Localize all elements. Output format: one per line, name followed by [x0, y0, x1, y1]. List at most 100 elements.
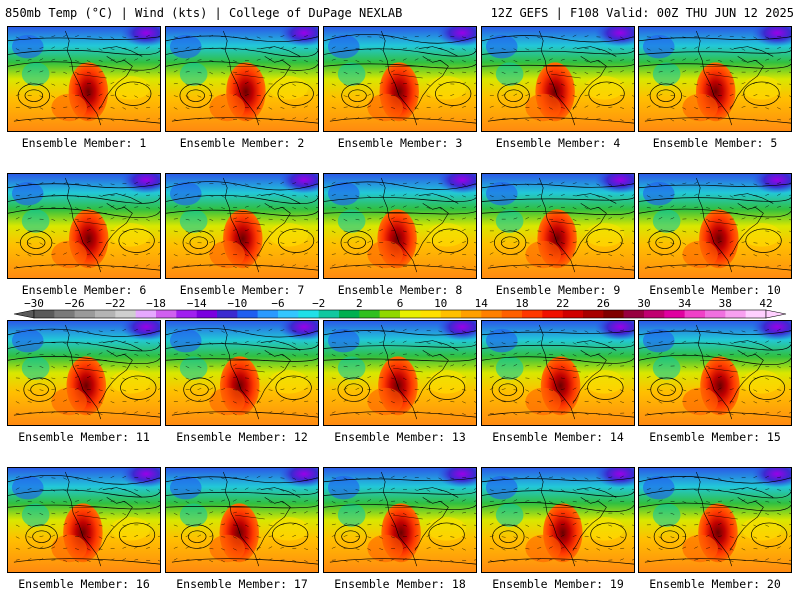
colorbar-svg: −30 −26 −22 −18 −14 −10 −6 −2 2 6 10 14 18 22 26 30 34 38… — [13, 298, 787, 319]
temperature-map — [482, 27, 634, 131]
ensemble-member-caption: Ensemble Member: 1 — [21, 136, 147, 150]
colorbar-swatch — [156, 310, 177, 318]
colorbar-swatch — [237, 310, 258, 318]
product-title: 850mb Temp (°C) | Wind (kts) | College o… — [5, 6, 403, 20]
temperature-map — [482, 321, 634, 425]
ensemble-member-caption: Ensemble Member: 13 — [334, 430, 466, 444]
temperature-map — [324, 468, 476, 572]
temperature-map — [166, 468, 318, 572]
colorbar-swatch — [501, 310, 523, 318]
temperature-map — [324, 27, 476, 131]
colorbar-tick-label: −30 — [24, 298, 44, 310]
temperature-map — [639, 468, 791, 572]
ensemble-member-caption: Ensemble Member: 14 — [492, 430, 624, 444]
temperature-map — [166, 174, 318, 278]
colorbar-tick-label: −2 — [312, 298, 325, 310]
colorbar-swatch — [420, 310, 441, 318]
ensemble-member-caption: Ensemble Member: 10 — [649, 283, 781, 297]
ensemble-panel — [165, 26, 319, 132]
colorbar-swatch — [684, 310, 706, 318]
colorbar-swatch — [298, 310, 319, 318]
ensemble-member-caption: Ensemble Member: 7 — [179, 283, 305, 297]
ensemble-panel — [323, 320, 477, 426]
colorbar-tick-label: 2 — [356, 298, 363, 310]
ensemble-panel — [638, 26, 792, 132]
colorbar-swatch — [644, 310, 665, 318]
colorbar-tick-label: 14 — [475, 298, 489, 310]
ensemble-panel — [638, 173, 792, 279]
ensemble-panel — [481, 173, 635, 279]
ensemble-panel — [7, 173, 161, 279]
ensemble-member-caption: Ensemble Member: 11 — [18, 430, 150, 444]
colorbar-swatch — [623, 310, 645, 318]
colorbar-tick-label: 6 — [397, 298, 404, 310]
colorbar-swatch — [95, 310, 116, 318]
colorbar-swatch — [339, 310, 360, 318]
colorbar-max-arrow — [765, 309, 787, 319]
ensemble-member-caption: Ensemble Member: 18 — [334, 577, 466, 591]
colorbar-tick-label: −22 — [105, 298, 125, 310]
ensemble-member-caption: Ensemble Member: 20 — [649, 577, 781, 591]
colorbar-swatch — [217, 310, 238, 318]
temperature-map — [639, 27, 791, 131]
colorbar-swatch — [705, 310, 726, 318]
colorbar-swatch — [583, 310, 604, 318]
ensemble-panel — [638, 320, 792, 426]
temperature-map — [8, 27, 160, 131]
ensemble-panel — [481, 320, 635, 426]
ensemble-member-caption: Ensemble Member: 12 — [176, 430, 308, 444]
colorbar-swatch — [34, 310, 55, 318]
colorbar-tick-label: 18 — [515, 298, 528, 310]
temperature-map — [324, 174, 476, 278]
colorbar-tick-label: 10 — [434, 298, 447, 310]
ensemble-member-caption: Ensemble Member: 16 — [18, 577, 150, 591]
colorbar-tick-label: 26 — [597, 298, 610, 310]
ensemble-panel — [7, 26, 161, 132]
temperature-map — [8, 468, 160, 572]
colorbar-tick-label: 34 — [678, 298, 692, 310]
colorbar-min-arrow — [13, 309, 35, 319]
ensemble-panel — [323, 467, 477, 573]
ensemble-panel — [7, 320, 161, 426]
ensemble-panel — [165, 320, 319, 426]
colorbar-swatch — [745, 310, 767, 318]
colorbar-swatch — [400, 310, 421, 318]
ensemble-member-caption: Ensemble Member: 4 — [495, 136, 621, 150]
temperature-map — [324, 321, 476, 425]
colorbar-swatch — [54, 310, 75, 318]
colorbar-swatch — [481, 310, 502, 318]
colorbar-swatch — [176, 310, 197, 318]
temperature-map — [8, 321, 160, 425]
ensemble-panel — [323, 173, 477, 279]
colorbar-swatch — [664, 310, 685, 318]
temperature-map — [482, 174, 634, 278]
colorbar-swatch — [603, 310, 624, 318]
ensemble-member-caption: Ensemble Member: 5 — [652, 136, 778, 150]
colorbar-tick-label: −26 — [65, 298, 85, 310]
ensemble-member-caption: Ensemble Member: 6 — [21, 283, 147, 297]
ensemble-panel — [7, 467, 161, 573]
colorbar-tick-label: −10 — [227, 298, 247, 310]
colorbar-swatch — [562, 310, 584, 318]
colorbar-swatch — [318, 310, 340, 318]
temperature-map — [8, 174, 160, 278]
colorbar-swatch — [542, 310, 563, 318]
colorbar-tick-label: 22 — [556, 298, 569, 310]
ensemble-panel — [165, 467, 319, 573]
colorbar-swatch — [115, 310, 136, 318]
ensemble-member-caption: Ensemble Member: 17 — [176, 577, 308, 591]
colorbar-tick-label: −14 — [187, 298, 207, 310]
ensemble-panel — [638, 467, 792, 573]
ensemble-member-caption: Ensemble Member: 19 — [492, 577, 624, 591]
colorbar-tick-label: −6 — [271, 298, 284, 310]
colorbar-swatch — [135, 310, 157, 318]
colorbar-swatch — [461, 310, 482, 318]
colorbar-swatch — [440, 310, 462, 318]
ensemble-member-caption: Ensemble Member: 15 — [649, 430, 781, 444]
colorbar-swatch — [74, 310, 96, 318]
temperature-map — [482, 468, 634, 572]
colorbar-tick-label: 38 — [719, 298, 732, 310]
ensemble-member-caption: Ensemble Member: 3 — [337, 136, 463, 150]
colorbar-swatch — [725, 310, 746, 318]
temperature-map — [639, 174, 791, 278]
